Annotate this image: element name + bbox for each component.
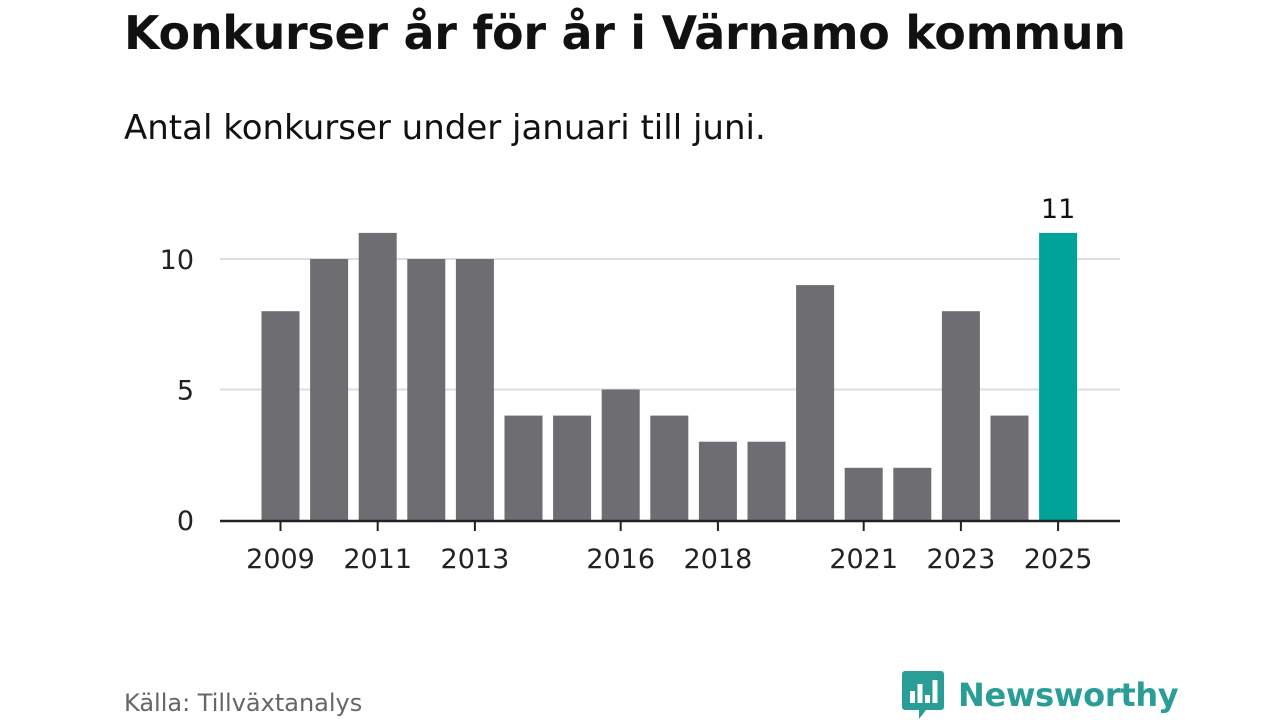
bar-2018 [698, 441, 737, 520]
brand-name: Newsworthy [958, 676, 1179, 714]
bar-2013 [455, 259, 494, 520]
x-tick-label: 2011 [343, 544, 412, 575]
x-tick-label: 2025 [1024, 544, 1093, 575]
chart-title: Konkurser år för år i Värnamo kommun [124, 6, 1126, 60]
x-tick-label: 2016 [586, 544, 655, 575]
y-tick-label: 0 [177, 506, 194, 537]
bar-2015 [553, 415, 592, 520]
brand-logo: Newsworthy [902, 670, 1179, 720]
bar-2019 [747, 441, 786, 520]
x-axis [220, 519, 1120, 531]
bar-2017 [650, 415, 689, 520]
x-tick-label: 2013 [441, 544, 510, 575]
bar-2014 [504, 415, 543, 520]
bar-2025 [1039, 232, 1078, 520]
bar-2010 [310, 259, 349, 520]
bar-2021 [844, 467, 883, 520]
newsworthy-logo-icon [902, 671, 944, 719]
bar-2011 [358, 232, 397, 520]
bar-2020 [796, 285, 835, 520]
bar-chart: 0 5 10 2009 2011 2013 2016 2018 2021 2023 2025 11 [160, 194, 1120, 575]
source-note: Källa: Tillväxtanalys [124, 689, 363, 717]
bar-2022 [893, 467, 932, 520]
y-tick-label: 5 [177, 376, 194, 407]
bar-2023 [941, 311, 980, 520]
bars [261, 232, 1078, 520]
bar-2016 [601, 389, 640, 520]
bar-2012 [407, 259, 446, 520]
bar-2024 [990, 415, 1029, 520]
x-tick-label: 2018 [684, 544, 753, 575]
gridlines [220, 258, 1120, 391]
chart-subtitle: Antal konkurser under januari till juni. [124, 108, 766, 148]
data-labels: 11 [1041, 194, 1075, 225]
y-tick-label: 10 [160, 245, 194, 276]
bar-2009 [261, 311, 300, 520]
data-label-2025: 11 [1041, 194, 1075, 225]
x-axis-labels: 2009 2011 2013 2016 2018 2021 2023 2025 [246, 544, 1092, 575]
x-tick-label: 2023 [927, 544, 996, 575]
y-axis-labels: 0 5 10 [160, 245, 194, 537]
x-tick-label: 2009 [246, 544, 315, 575]
x-tick-label: 2021 [829, 544, 898, 575]
